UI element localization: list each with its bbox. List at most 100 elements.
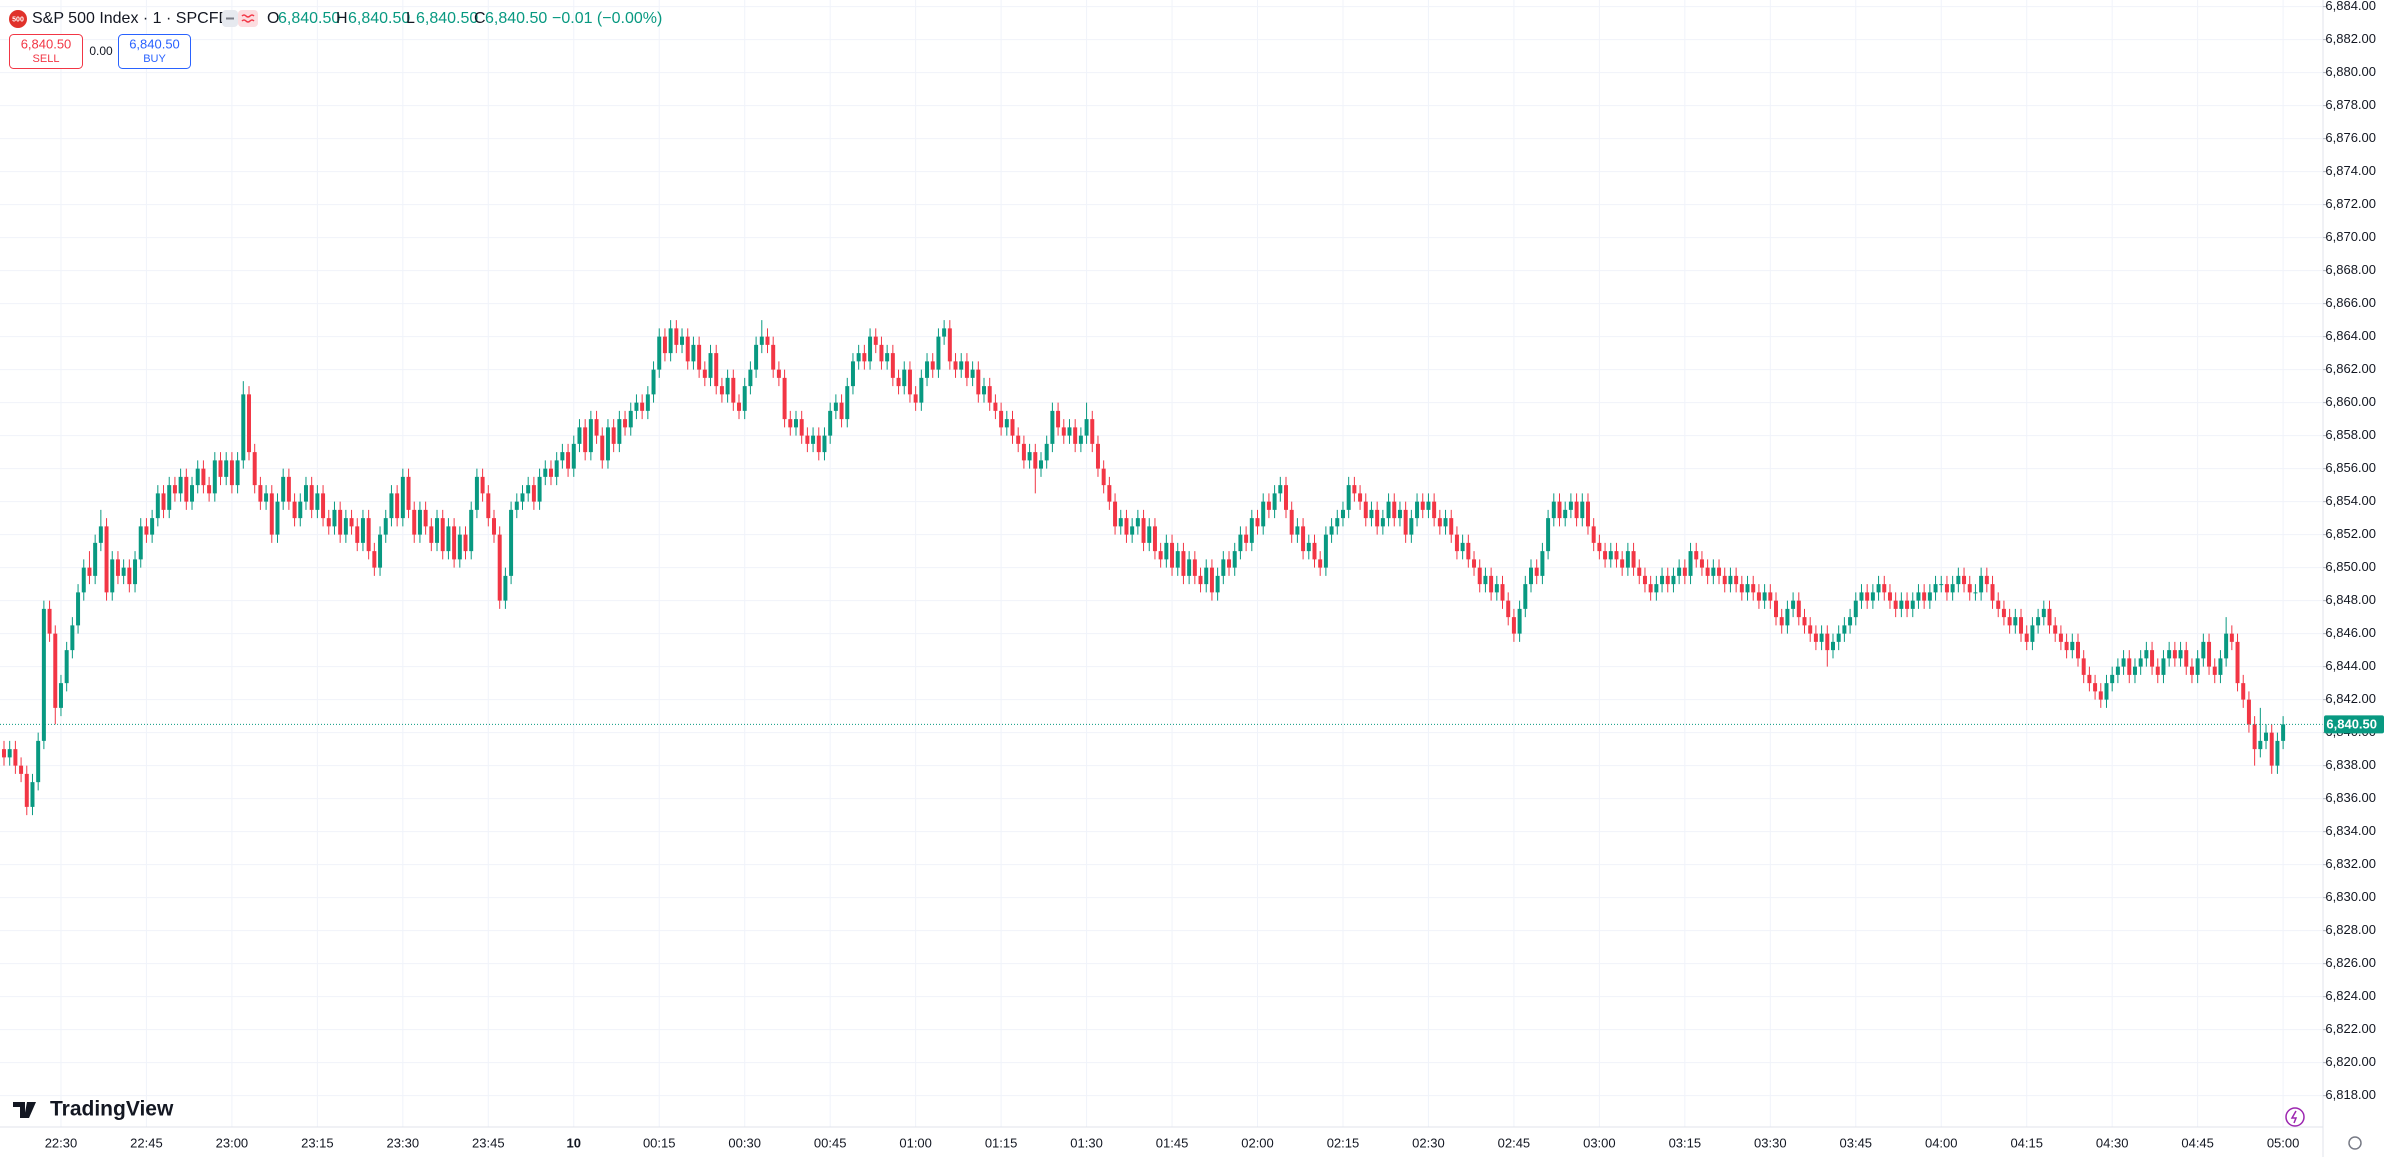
- candle-body: [1734, 575, 1739, 585]
- candle-body: [1785, 608, 1790, 626]
- candle-body: [868, 336, 873, 362]
- candle-body: [1033, 452, 1038, 469]
- candle-body: [1107, 485, 1112, 502]
- candle-body: [1443, 518, 1448, 527]
- candle-body: [1882, 584, 1887, 593]
- candle-body: [566, 452, 571, 469]
- candle-body: [845, 386, 850, 420]
- candle-body: [1529, 567, 1533, 585]
- sell-button[interactable]: 6,840.50 SELL: [9, 34, 83, 69]
- candle-body: [1494, 584, 1499, 593]
- ohlc-label: L: [406, 10, 415, 27]
- y-tick-label: 6,882.00: [2325, 31, 2376, 46]
- candle-body: [2167, 650, 2172, 659]
- candle-body: [1580, 501, 1585, 519]
- candle-body: [1722, 575, 1727, 585]
- candle-body: [1187, 559, 1192, 576]
- candle-body: [229, 460, 234, 486]
- candle-body: [1010, 419, 1015, 436]
- candle-body: [2207, 641, 2212, 667]
- candle-body: [1791, 600, 1796, 609]
- candle-body: [1352, 485, 1357, 494]
- candle-body: [662, 336, 667, 354]
- candle-body: [247, 394, 251, 453]
- alert-icon[interactable]: [2285, 1107, 2305, 1127]
- candle-body: [389, 493, 394, 519]
- candle-body: [1705, 567, 1710, 576]
- candle-body: [503, 575, 508, 601]
- candle-body: [1887, 592, 1892, 601]
- candle-body: [1620, 559, 1625, 568]
- candle-body: [2229, 633, 2234, 642]
- candle-body: [964, 361, 969, 378]
- settings-icon[interactable]: [2348, 1136, 2362, 1150]
- candle-body: [1477, 567, 1482, 585]
- candle-body: [1130, 526, 1135, 535]
- candle-body: [1739, 584, 1744, 593]
- candle-body: [2189, 666, 2194, 675]
- y-tick-label: 6,848.00: [2325, 592, 2376, 607]
- candle-body: [1916, 592, 1921, 601]
- candle-body: [13, 749, 18, 766]
- candle-body: [70, 625, 75, 651]
- candle-body: [947, 328, 952, 362]
- candle-body: [1249, 518, 1254, 543]
- candle-body: [1118, 518, 1123, 527]
- candle-body: [1603, 551, 1608, 560]
- candle-body: [2036, 617, 2041, 626]
- candle-body: [1574, 501, 1579, 519]
- candle-body: [2235, 641, 2240, 684]
- candle-body: [2047, 608, 2052, 626]
- candle-body: [714, 353, 719, 387]
- candle-body: [1608, 551, 1613, 560]
- candle-body: [429, 526, 434, 543]
- candle-body: [423, 509, 428, 527]
- candle-body: [1038, 460, 1043, 469]
- x-tick-label: 23:45: [472, 1135, 505, 1150]
- candle-body: [668, 328, 673, 354]
- candle-body: [19, 765, 24, 774]
- y-tick-label: 6,852.00: [2325, 526, 2376, 541]
- candle-body: [492, 518, 496, 535]
- candle-body: [765, 336, 770, 345]
- candle-body: [919, 377, 924, 403]
- candle-body: [1192, 559, 1197, 576]
- candle-body: [1642, 575, 1647, 585]
- candle-body: [412, 509, 417, 535]
- buy-box[interactable]: [118, 34, 191, 69]
- candle-body: [1546, 518, 1551, 552]
- candle-body: [480, 476, 485, 494]
- logo: TradingView: [13, 1098, 174, 1121]
- ohlc-value: 6,840.50: [348, 10, 410, 27]
- candle-body: [1175, 551, 1180, 568]
- candle-body: [315, 493, 320, 510]
- candle-body: [645, 394, 650, 411]
- x-tick-label: 01:30: [1070, 1135, 1103, 1150]
- ohlc-label: C: [474, 10, 486, 27]
- candle-body: [1950, 584, 1955, 593]
- candle-body: [1369, 509, 1374, 519]
- y-tick-label: 6,834.00: [2325, 823, 2376, 838]
- candle-body: [782, 377, 787, 420]
- candle-body: [366, 518, 371, 552]
- sell-box[interactable]: [9, 34, 83, 69]
- candle-body: [98, 526, 103, 543]
- candle-body: [1962, 575, 1967, 585]
- candle-body: [1956, 575, 1961, 585]
- y-tick-label: 6,818.00: [2325, 1087, 2376, 1102]
- candle-body: [1255, 518, 1260, 527]
- candle-body: [1101, 468, 1106, 486]
- buy-button[interactable]: 6,840.50 BUY: [118, 34, 191, 69]
- candle-body: [742, 386, 747, 411]
- x-tick-label: 03:45: [1840, 1135, 1873, 1150]
- logo-text: TradingView: [50, 1098, 174, 1121]
- x-tick-label: 22:30: [45, 1135, 78, 1150]
- candle-body: [2224, 633, 2229, 659]
- candle-body: [1922, 592, 1927, 601]
- candle-body: [1796, 600, 1801, 618]
- indicator-pill[interactable]: [238, 10, 258, 27]
- candle-body: [1654, 584, 1659, 593]
- y-tick-label: 6,838.00: [2325, 757, 2376, 772]
- candle-body: [754, 344, 759, 370]
- candle-body: [298, 501, 303, 519]
